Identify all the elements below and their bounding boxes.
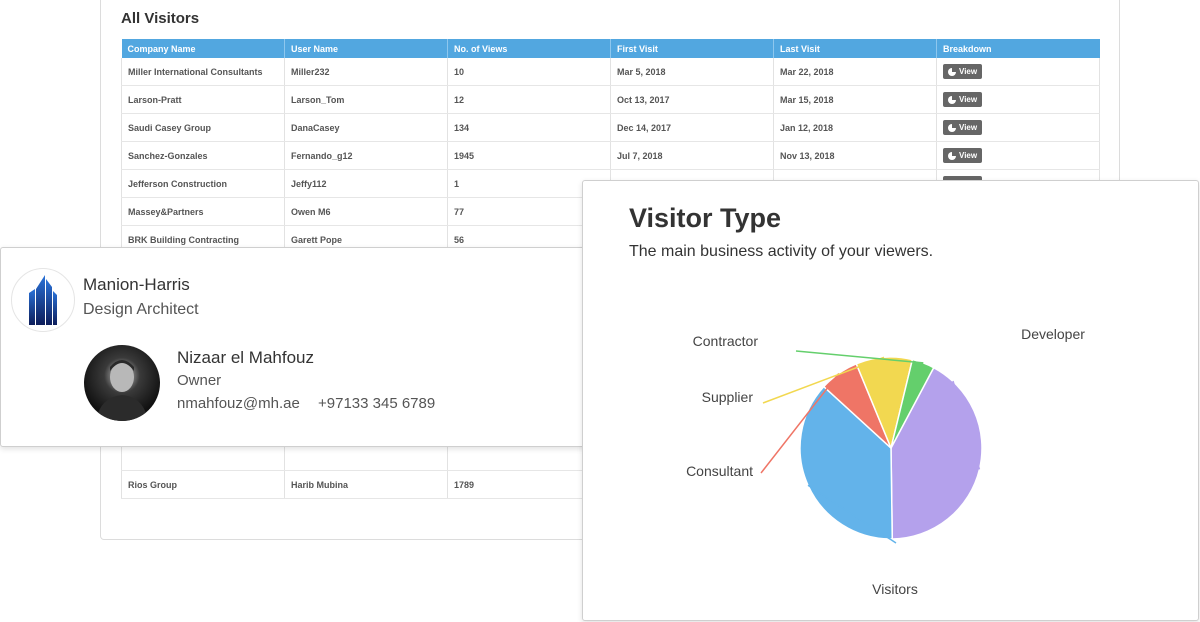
view-button-label: View <box>959 151 978 160</box>
company-cell: Jefferson Construction <box>121 169 285 198</box>
contact-email[interactable]: nmahfouz@mh.ae <box>177 395 300 412</box>
view-breakdown-button[interactable]: View <box>943 92 983 107</box>
table-row[interactable]: Miller International Consultants Miller2… <box>121 58 1100 86</box>
view-breakdown-button[interactable]: View <box>943 120 983 135</box>
company-role: Design Architect <box>83 301 199 318</box>
last-visit-cell: Nov 13, 2018 <box>773 141 937 170</box>
breakdown-cell: View <box>936 85 1100 114</box>
company-cell: Rios Group <box>121 470 285 499</box>
leader-line-contractor <box>795 350 924 364</box>
breakdown-cell: View <box>936 141 1100 170</box>
table-row[interactable]: Sanchez-Gonzales Fernando_g12 1945 Jul 7… <box>121 141 1100 170</box>
column-header-user[interactable]: User Name <box>284 39 448 58</box>
company-cell: Massey&Partners <box>121 197 285 226</box>
view-button-label: View <box>959 67 978 76</box>
chart-subtitle: The main business activity of your viewe… <box>629 243 934 260</box>
breakdown-cell: View <box>936 113 1100 142</box>
leader-line-supplier <box>762 356 885 404</box>
slice-label-consultant: Consultant <box>686 463 753 479</box>
user-cell: Owen M6 <box>284 197 448 226</box>
first-visit-cell: Mar 5, 2018 <box>610 58 774 86</box>
company-logo <box>11 268 75 332</box>
contact-title: Owner <box>177 372 222 389</box>
contact-name: Nizaar el Mahfouz <box>177 348 315 367</box>
breakdown-cell: View <box>936 58 1100 86</box>
building-logo-icon <box>29 275 57 325</box>
user-cell: Jeffy112 <box>284 169 448 198</box>
leader-line-developer <box>952 380 981 470</box>
pie-chart-icon <box>948 67 956 76</box>
leader-line-visitors <box>807 484 897 544</box>
leader-line-consultant <box>760 372 840 474</box>
views-cell: 12 <box>447 85 611 114</box>
first-visit-cell: Jul 7, 2018 <box>610 141 774 170</box>
visitor-type-card: Visitor Type The main business activity … <box>582 180 1199 621</box>
pie-chart-icon <box>948 151 956 160</box>
column-header-last-visit[interactable]: Last Visit <box>773 39 937 58</box>
column-header-company[interactable]: Company Name <box>121 39 285 58</box>
last-visit-cell: Jan 12, 2018 <box>773 113 937 142</box>
company-cell: Sanchez-Gonzales <box>121 141 285 170</box>
company-cell: Miller International Consultants <box>121 58 285 86</box>
company-cell: Saudi Casey Group <box>121 113 285 142</box>
view-button-label: View <box>959 95 978 104</box>
slice-label-visitors: Visitors <box>872 581 918 597</box>
user-cell: Miller232 <box>284 58 448 86</box>
user-cell: DanaCasey <box>284 113 448 142</box>
view-breakdown-button[interactable]: View <box>943 64 983 79</box>
company-cell: Larson-Pratt <box>121 85 285 114</box>
column-header-views[interactable]: No. of Views <box>447 39 611 58</box>
pie-slice-contractor[interactable] <box>890 358 935 449</box>
views-cell: 134 <box>447 113 611 142</box>
views-cell: 10 <box>447 58 611 86</box>
company-name: Manion-Harris <box>83 275 190 294</box>
first-visit-cell: Dec 14, 2017 <box>610 113 774 142</box>
last-visit-cell: Mar 15, 2018 <box>773 85 937 114</box>
table-row[interactable]: Saudi Casey Group DanaCasey 134 Dec 14, … <box>121 113 1100 142</box>
views-cell: 1945 <box>447 141 611 170</box>
table-row[interactable]: Larson-Pratt Larson_Tom 12 Oct 13, 2017 … <box>121 85 1100 114</box>
person-portrait-icon <box>96 360 148 421</box>
pie-chart-icon <box>948 123 956 132</box>
avatar <box>84 345 160 421</box>
column-header-breakdown[interactable]: Breakdown <box>936 39 1100 58</box>
slice-label-developer: Developer <box>1021 326 1085 342</box>
visitor-type-pie-chart: Developer Visitors Consultant Supplier Contr… <box>686 326 1085 597</box>
user-cell: Harib Mubina <box>284 470 448 499</box>
chart-title: Visitor Type <box>629 203 782 233</box>
view-button-label: View <box>959 123 978 132</box>
first-visit-cell: Oct 13, 2017 <box>610 85 774 114</box>
pie-chart-icon <box>948 95 956 104</box>
slice-label-contractor: Contractor <box>693 333 759 349</box>
contact-phone[interactable]: +97133 345 6789 <box>318 395 436 412</box>
user-cell: Fernando_g12 <box>284 141 448 170</box>
visitors-title: All Visitors <box>121 10 200 27</box>
column-header-first-visit[interactable]: First Visit <box>610 39 774 58</box>
user-cell: Larson_Tom <box>284 85 448 114</box>
slice-label-supplier: Supplier <box>702 389 754 405</box>
last-visit-cell: Mar 22, 2018 <box>773 58 937 86</box>
contact-card: Manion-Harris Design Architect Nizaar el… <box>0 247 592 447</box>
view-breakdown-button[interactable]: View <box>943 148 983 163</box>
table-header-row: Company Name User Name No. of Views Firs… <box>121 39 1100 58</box>
